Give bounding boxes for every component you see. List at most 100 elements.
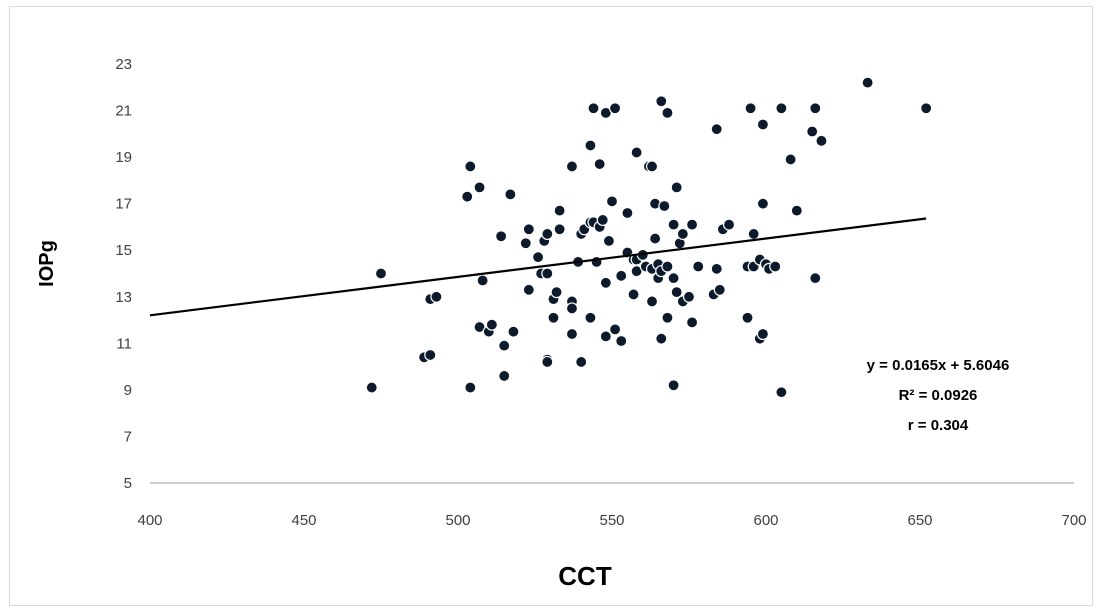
y-tick-label: 23 [115, 56, 132, 73]
y-tick-label: 21 [115, 103, 132, 120]
data-point [587, 102, 600, 115]
data-point [769, 260, 782, 273]
chart-frame: 5 7 9 11 13 15 17 19 21 23 400 450 500 550 600 650 700 … [9, 6, 1093, 606]
data-point [676, 227, 689, 241]
data-point [485, 318, 498, 331]
data-point [541, 267, 554, 280]
x-tick-label: 450 [291, 512, 316, 529]
data-point [522, 223, 535, 236]
data-point [565, 327, 579, 341]
data-point [741, 311, 754, 324]
x-axis-ticks: 400 450 500 550 600 650 700 [137, 512, 1086, 529]
data-point [784, 153, 797, 166]
data-point [655, 332, 668, 345]
data-point [430, 290, 443, 303]
data-point [374, 267, 388, 280]
data-point [670, 181, 683, 194]
data-point [602, 234, 616, 248]
data-point [756, 118, 770, 131]
data-point [476, 274, 489, 287]
data-point [710, 262, 723, 275]
data-point [584, 139, 597, 152]
data-point [744, 102, 757, 115]
data-point [608, 102, 622, 115]
y-tick-label: 5 [124, 475, 132, 492]
data-point [815, 134, 828, 147]
data-point [621, 206, 634, 220]
correlation-label: r = 0.304 [908, 417, 969, 434]
y-tick-label: 7 [124, 428, 132, 445]
data-point [790, 204, 803, 217]
x-tick-label: 600 [753, 512, 778, 529]
data-point [553, 204, 566, 217]
x-tick-label: 650 [907, 512, 932, 529]
data-point [584, 311, 597, 324]
y-tick-label: 9 [124, 382, 132, 399]
data-point [920, 102, 933, 115]
data-point [498, 369, 511, 383]
y-tick-label: 15 [115, 242, 132, 259]
y-tick-label: 13 [115, 289, 132, 306]
data-point [809, 102, 822, 115]
x-tick-label: 500 [445, 512, 470, 529]
data-point [424, 348, 437, 362]
data-point [649, 232, 662, 245]
y-axis-title: IOPg [36, 240, 58, 287]
data-point [495, 230, 508, 243]
data-point [645, 295, 659, 308]
x-tick-label: 400 [137, 512, 162, 529]
data-point [630, 146, 643, 159]
data-point [541, 355, 554, 369]
r-squared-label: R² = 0.0926 [899, 387, 978, 404]
data-point [464, 160, 477, 173]
data-point [615, 269, 628, 282]
data-point [722, 218, 736, 231]
data-point [670, 286, 683, 299]
data-point [547, 311, 560, 324]
data-point [645, 160, 659, 173]
data-point [575, 355, 588, 369]
regression-equation: y = 0.0165x + 5.6046 [867, 357, 1010, 374]
data-point [522, 283, 535, 296]
data-point [519, 237, 532, 250]
data-point [756, 197, 770, 210]
y-tick-label: 19 [115, 149, 132, 166]
data-point [461, 190, 474, 203]
data-point [667, 379, 680, 392]
data-point [473, 181, 486, 194]
data-point [590, 255, 603, 268]
data-point [667, 272, 680, 285]
data-point [861, 76, 874, 89]
data-point [682, 290, 696, 303]
data-point [599, 330, 612, 343]
data-point [692, 260, 705, 273]
data-point [553, 223, 566, 236]
data-point [464, 381, 477, 394]
data-point [605, 195, 619, 208]
data-point [593, 157, 606, 171]
data-point [498, 339, 511, 352]
data-point [661, 106, 674, 119]
data-point [713, 283, 726, 296]
y-axis-ticks: 5 7 9 11 13 15 17 19 21 23 [115, 56, 132, 492]
data-point [596, 213, 609, 227]
data-point [541, 227, 554, 241]
x-tick-label: 700 [1061, 512, 1086, 529]
data-point [775, 386, 788, 399]
data-point [608, 323, 622, 336]
x-axis-title: CCT [558, 561, 612, 591]
data-point [658, 199, 671, 213]
x-tick-label: 550 [599, 512, 624, 529]
data-point [667, 218, 680, 231]
data-point [809, 272, 822, 285]
data-point [685, 316, 699, 329]
regression-annotation: y = 0.0165x + 5.6046 R² = 0.0926 r = 0.3… [867, 357, 1010, 434]
data-point [710, 123, 723, 136]
data-point [531, 251, 545, 264]
y-tick-label: 11 [116, 335, 132, 352]
data-point [661, 260, 674, 273]
data-point [685, 218, 699, 231]
data-point [661, 311, 674, 324]
data-point [615, 334, 628, 348]
